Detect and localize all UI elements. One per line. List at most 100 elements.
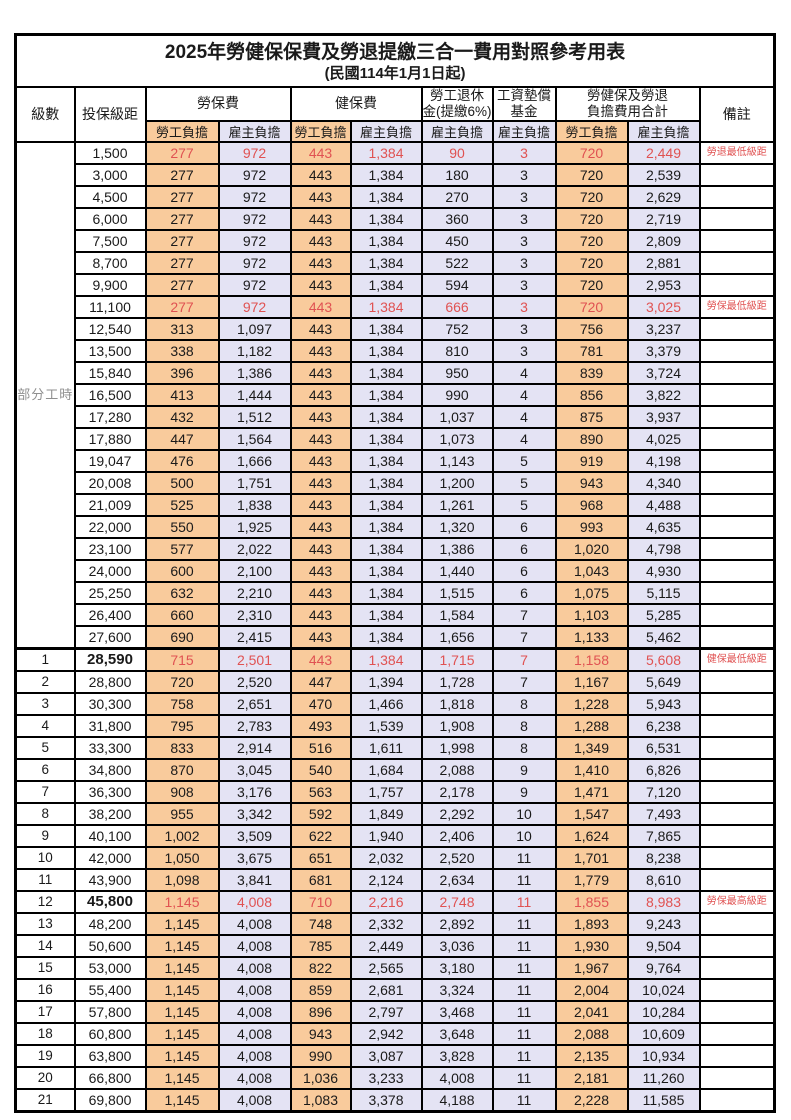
cell-health-fee-employer: 1,384 bbox=[349, 470, 423, 495]
cell-remark bbox=[698, 228, 776, 253]
cell-total-employee: 720 bbox=[554, 184, 629, 209]
table-row: 8 38,200 955 3,342 592 1,849 2,292 10 1,547 7,493 bbox=[14, 801, 776, 826]
cell-insured-bracket: 13,500 bbox=[73, 338, 147, 363]
cell-insured-bracket: 23,100 bbox=[73, 536, 147, 561]
cell-health-fee-employee: 443 bbox=[289, 602, 352, 627]
cell-labor-fee-employee: 632 bbox=[144, 580, 220, 605]
cell-labor-fee-employee: 720 bbox=[144, 669, 220, 694]
cell-health-fee-employer: 1,384 bbox=[349, 514, 423, 539]
cell-insured-bracket: 20,008 bbox=[73, 470, 147, 495]
cell-total-employer: 3,025 bbox=[626, 294, 701, 319]
wage-fund-header-line1: 工資墊償 bbox=[497, 87, 551, 103]
cell-health-fee-employee: 516 bbox=[289, 735, 352, 760]
col-header-health-fee: 健保費 bbox=[289, 85, 423, 122]
cell-wage-fund-employer: 8 bbox=[491, 691, 557, 716]
cell-labor-fee-employee: 758 bbox=[144, 691, 220, 716]
cell-labor-fee-employer: 2,501 bbox=[217, 646, 292, 672]
cell-wage-fund-employer: 9 bbox=[491, 757, 557, 782]
cell-health-fee-employer: 1,384 bbox=[349, 580, 423, 605]
cell-total-employer: 4,635 bbox=[626, 514, 701, 539]
cell-level: 11 bbox=[14, 867, 76, 892]
cell-remark bbox=[698, 514, 776, 539]
cell-total-employee: 1,288 bbox=[554, 713, 629, 738]
table-row: 20,008 500 1,751 443 1,384 1,200 5 943 4,340 bbox=[16, 470, 776, 495]
cell-pension-employer: 1,908 bbox=[420, 713, 494, 738]
cell-level: 2 bbox=[14, 669, 76, 694]
cell-remark bbox=[698, 272, 776, 297]
cell-health-fee-employer: 1,684 bbox=[349, 757, 423, 782]
table-row: 14 50,600 1,145 4,008 785 2,449 3,036 11 1,930 9,… bbox=[14, 933, 776, 958]
table-title-cell: 2025年勞健保保費及勞退提繳三合一費用對照參考用表 (民國114年1月1日起) bbox=[14, 33, 776, 88]
cell-wage-fund-employer: 11 bbox=[491, 911, 557, 936]
cell-wage-fund-employer: 11 bbox=[491, 1065, 557, 1090]
col-header-level: 級數 bbox=[14, 85, 76, 143]
cell-labor-fee-employee: 432 bbox=[144, 404, 220, 429]
cell-wage-fund-employer: 11 bbox=[491, 1043, 557, 1068]
cell-pension-employer: 1,073 bbox=[420, 426, 494, 451]
cell-labor-fee-employee: 833 bbox=[144, 735, 220, 760]
table-body: 部分工時 1,500 277 972 443 1,384 90 3 720 2,449 勞退最低級距… bbox=[14, 140, 776, 1112]
cell-health-fee-employee: 443 bbox=[289, 184, 352, 209]
table-row: 20 66,800 1,145 4,008 1,036 3,233 4,008 11 2,181… bbox=[14, 1065, 776, 1090]
cell-health-fee-employer: 1,384 bbox=[349, 228, 423, 253]
cell-pension-employer: 666 bbox=[420, 294, 494, 319]
cell-total-employer: 3,724 bbox=[626, 360, 701, 385]
table-row: 17,280 432 1,512 443 1,384 1,037 4 875 3,937 bbox=[16, 404, 776, 429]
table-row: 11 43,900 1,098 3,841 681 2,124 2,634 11 1,779 8,… bbox=[14, 867, 776, 892]
cell-health-fee-employer: 1,384 bbox=[349, 272, 423, 297]
cell-pension-employer: 810 bbox=[420, 338, 494, 363]
cell-pension-employer: 3,324 bbox=[420, 977, 494, 1002]
cell-insured-bracket: 19,047 bbox=[73, 448, 147, 473]
table-row: 23,100 577 2,022 443 1,384 1,386 6 1,020 4,798 bbox=[16, 536, 776, 561]
cell-health-fee-employee: 990 bbox=[289, 1043, 352, 1068]
total-header-line2: 負擔費用合計 bbox=[587, 103, 668, 119]
cell-labor-fee-employer: 1,182 bbox=[217, 338, 292, 363]
cell-health-fee-employee: 443 bbox=[289, 558, 352, 583]
cell-pension-employer: 4,008 bbox=[420, 1065, 494, 1090]
cell-level: 9 bbox=[14, 823, 76, 848]
cell-health-fee-employer: 2,216 bbox=[349, 889, 423, 914]
subheader-total-employee: 勞工負擔 bbox=[554, 119, 629, 143]
cell-total-employer: 10,284 bbox=[626, 999, 701, 1024]
cell-labor-fee-employee: 1,145 bbox=[144, 933, 220, 958]
cell-health-fee-employer: 2,942 bbox=[349, 1021, 423, 1046]
cell-health-fee-employer: 1,384 bbox=[349, 294, 423, 319]
table-row: 5 33,300 833 2,914 516 1,611 1,998 8 1,349 6,531 bbox=[14, 735, 776, 760]
cell-total-employee: 720 bbox=[554, 294, 629, 319]
cell-remark: 健保最低級距 bbox=[698, 646, 776, 672]
cell-insured-bracket: 3,000 bbox=[73, 162, 147, 187]
cell-remark bbox=[698, 602, 776, 627]
cell-total-employer: 5,115 bbox=[626, 580, 701, 605]
table-header: 2025年勞健保保費及勞退提繳三合一費用對照參考用表 (民國114年1月1日起)… bbox=[14, 33, 776, 143]
cell-labor-fee-employee: 338 bbox=[144, 338, 220, 363]
cell-labor-fee-employer: 1,386 bbox=[217, 360, 292, 385]
col-header-pension: 勞工退休 金(提繳6%) bbox=[420, 85, 494, 122]
cell-health-fee-employer: 1,384 bbox=[349, 404, 423, 429]
cell-insured-bracket: 22,000 bbox=[73, 514, 147, 539]
cell-remark bbox=[698, 977, 776, 1002]
table-row: 1 28,590 715 2,501 443 1,384 1,715 7 1,158 5,608 健… bbox=[14, 646, 776, 672]
table-row: 24,000 600 2,100 443 1,384 1,440 6 1,043 4,930 bbox=[16, 558, 776, 583]
cell-remark bbox=[698, 779, 776, 804]
cell-insured-bracket: 7,500 bbox=[73, 228, 147, 253]
cell-labor-fee-employee: 1,098 bbox=[144, 867, 220, 892]
table-row: 6 34,800 870 3,045 540 1,684 2,088 9 1,410 6,826 bbox=[14, 757, 776, 782]
cell-total-employee: 1,471 bbox=[554, 779, 629, 804]
cell-health-fee-employer: 1,384 bbox=[349, 492, 423, 517]
cell-wage-fund-employer: 6 bbox=[491, 514, 557, 539]
cell-health-fee-employer: 1,384 bbox=[349, 316, 423, 341]
cell-labor-fee-employee: 277 bbox=[144, 206, 220, 231]
cell-pension-employer: 3,180 bbox=[420, 955, 494, 980]
cell-total-employee: 1,410 bbox=[554, 757, 629, 782]
cell-wage-fund-employer: 6 bbox=[491, 536, 557, 561]
cell-labor-fee-employer: 1,512 bbox=[217, 404, 292, 429]
cell-health-fee-employee: 443 bbox=[289, 140, 352, 165]
cell-health-fee-employer: 2,032 bbox=[349, 845, 423, 870]
cell-health-fee-employee: 443 bbox=[289, 228, 352, 253]
cell-total-employer: 11,585 bbox=[626, 1087, 701, 1112]
subheader-pension-employer: 雇主負擔 bbox=[420, 119, 494, 143]
cell-level: 19 bbox=[14, 1043, 76, 1068]
table-row: 16 55,400 1,145 4,008 859 2,681 3,324 11 2,004 10… bbox=[14, 977, 776, 1002]
cell-labor-fee-employer: 3,045 bbox=[217, 757, 292, 782]
cell-labor-fee-employee: 1,145 bbox=[144, 955, 220, 980]
